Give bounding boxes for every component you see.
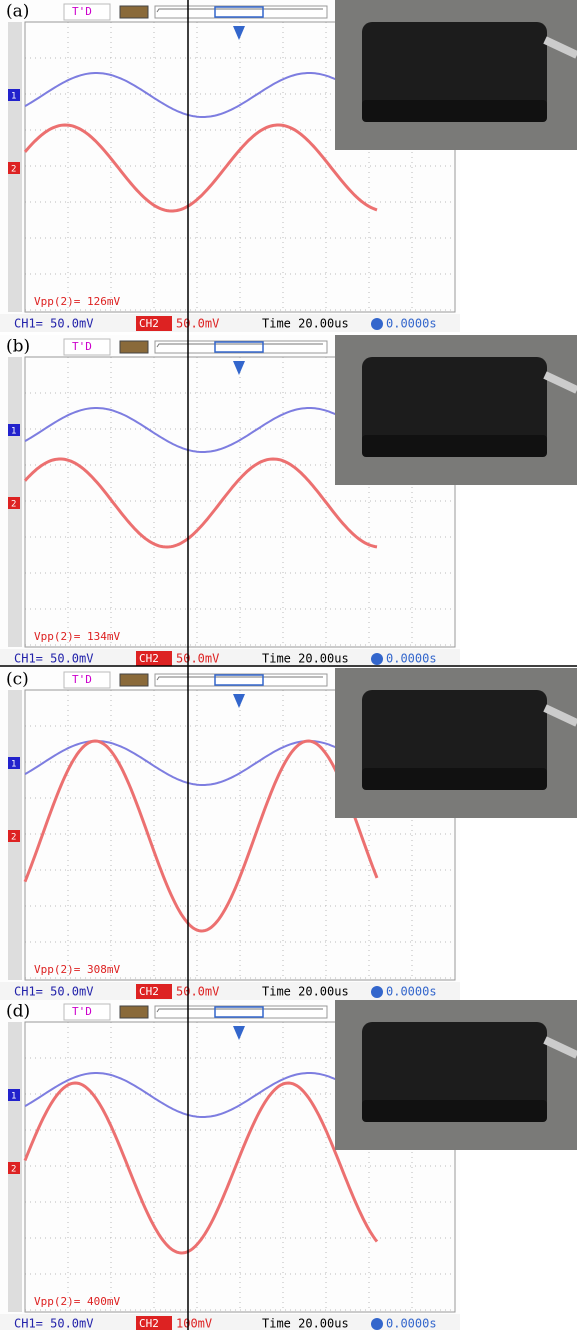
offset: 0.0000s [386, 652, 437, 666]
battery-icon [120, 6, 148, 18]
trigger-label: T'D [72, 5, 92, 18]
trigger-label: T'D [72, 340, 92, 353]
ch2-scale: 50.0mV [176, 317, 219, 331]
ch2-label: CH2 [139, 985, 159, 998]
ch2-scale: 50.0mV [176, 652, 219, 666]
offset-icon [371, 318, 383, 330]
time-base: Time 20.00us [262, 1317, 349, 1330]
ch2-marker-text: 2 [11, 165, 16, 175]
offset-icon [371, 653, 383, 665]
panel-label: (b) [6, 337, 30, 357]
device-side [362, 1100, 547, 1122]
trigger-label: T'D [72, 1005, 92, 1018]
device-side [362, 768, 547, 790]
scope-panel: (c) T'D 1 2 Vpp(2)= 308mV CH1= 50.0mV CH2 50.0m… [0, 668, 577, 1000]
measurement: Vpp(2)= 308mV [34, 963, 120, 976]
ch1-scale: CH1= 50.0mV [14, 1317, 93, 1330]
figure: (a) T'D 1 2 Vpp(2)= 126mV CH1= 50.0mV CH2 50.0m… [0, 0, 577, 1330]
ch1-marker-text: 1 [11, 760, 16, 770]
ch2-label: CH2 [139, 652, 159, 665]
battery-icon [120, 674, 148, 686]
ch2-marker-text: 2 [11, 1165, 16, 1175]
panel-label: (a) [6, 2, 29, 22]
scope-panel: (d) T'D 1 2 Vpp(2)= 400mV CH1= 50.0mV CH2 100mV… [0, 1000, 577, 1330]
time-base: Time 20.00us [262, 985, 349, 999]
ch1-marker-text: 1 [11, 1092, 16, 1102]
scope-panel: (a) T'D 1 2 Vpp(2)= 126mV CH1= 50.0mV CH2 50.0m… [0, 0, 577, 332]
time-base: Time 20.00us [262, 652, 349, 666]
offset: 0.0000s [386, 317, 437, 331]
measurement: Vpp(2)= 134mV [34, 630, 120, 643]
battery-icon [120, 341, 148, 353]
ruler [155, 6, 327, 18]
ch1-marker-text: 1 [11, 427, 16, 437]
offset-icon [371, 986, 383, 998]
ruler [155, 341, 327, 353]
ruler [155, 1006, 327, 1018]
panel-label: (d) [6, 1002, 30, 1022]
ch2-scale: 100mV [176, 1317, 212, 1330]
ruler [155, 674, 327, 686]
time-base: Time 20.00us [262, 317, 349, 331]
offset: 0.0000s [386, 1317, 437, 1330]
trigger-label: T'D [72, 673, 92, 686]
device-side [362, 100, 547, 122]
ch1-scale: CH1= 50.0mV [14, 652, 93, 666]
panel-label: (c) [6, 670, 29, 690]
ch2-label: CH2 [139, 1317, 159, 1330]
ch1-marker-text: 1 [11, 92, 16, 102]
measurement: Vpp(2)= 126mV [34, 295, 120, 308]
ch2-label: CH2 [139, 317, 159, 330]
battery-icon [120, 1006, 148, 1018]
scope-panel: (b) T'D 1 2 Vpp(2)= 134mV CH1= 50.0mV CH2 50.0m… [0, 335, 577, 667]
device-side [362, 435, 547, 457]
ch2-scale: 50.0mV [176, 985, 219, 999]
ch1-scale: CH1= 50.0mV [14, 985, 93, 999]
ch1-scale: CH1= 50.0mV [14, 317, 93, 331]
ch2-marker-text: 2 [11, 500, 16, 510]
offset: 0.0000s [386, 985, 437, 999]
offset-icon [371, 1318, 383, 1330]
measurement: Vpp(2)= 400mV [34, 1295, 120, 1308]
ch2-marker-text: 2 [11, 833, 16, 843]
